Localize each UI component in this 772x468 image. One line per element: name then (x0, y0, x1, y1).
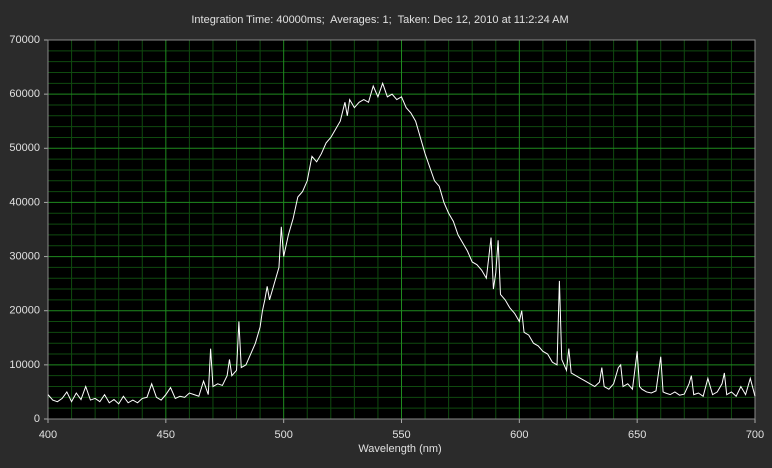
x-tick-label: 550 (392, 429, 410, 441)
y-tick-label: 0 (34, 413, 40, 425)
x-tick-label: 500 (274, 429, 292, 441)
x-tick-label: 700 (746, 429, 764, 441)
plot-border (47, 39, 756, 420)
x-tick-label: 400 (39, 429, 57, 441)
y-tick-label: 70000 (9, 34, 40, 46)
x-tick-label: 650 (628, 429, 646, 441)
y-tick-label: 60000 (9, 88, 40, 100)
chart-title: Integration Time: 40000ms; Averages: 1; … (191, 14, 568, 26)
x-tick-label: 600 (510, 429, 528, 441)
y-tick-label: 10000 (9, 359, 40, 371)
y-tick-label: 20000 (9, 305, 40, 317)
x-tick-label: 450 (157, 429, 175, 441)
x-axis-label: Wavelength (nm) (358, 443, 441, 455)
spectrum-line (47, 81, 756, 405)
y-tick-label: 30000 (9, 250, 40, 262)
y-tick-label: 50000 (9, 142, 40, 154)
y-tick-label: 40000 (9, 196, 40, 208)
